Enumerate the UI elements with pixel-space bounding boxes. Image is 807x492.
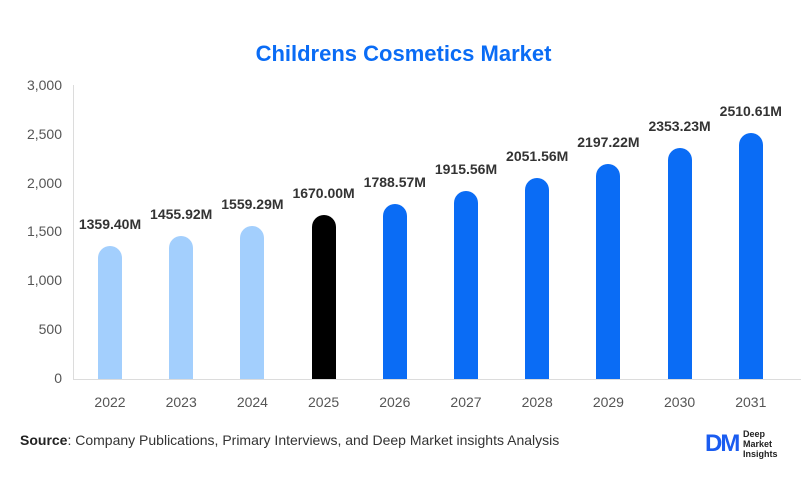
y-tick: 500 (38, 321, 62, 337)
data-label: 1359.40M (78, 215, 142, 232)
data-label: 1455.92M (150, 206, 213, 223)
y-axis-line (73, 85, 74, 379)
bar-2025 (311, 215, 336, 379)
source-text: : Company Publications, Primary Intervie… (67, 432, 560, 448)
x-tick: 2030 (664, 394, 696, 410)
bar-2027 (454, 191, 478, 379)
x-tick: 2026 (379, 394, 411, 410)
logo-line: Deep (743, 429, 766, 439)
y-tick: 2,500 (26, 126, 62, 142)
chart-title: Childrens Cosmetics Market (255, 41, 552, 66)
x-axis-line (73, 379, 801, 380)
x-tick: 2028 (521, 394, 553, 410)
data-label: 1788.57M (363, 173, 426, 190)
x-tick: 2029 (592, 394, 624, 410)
data-label: 1559.29M (221, 196, 284, 213)
logo-line: Insights (743, 449, 778, 459)
source-prefix: Source (20, 432, 68, 448)
source-note: Source: Company Publications, Primary In… (20, 432, 559, 448)
y-tick: 2,000 (26, 175, 62, 191)
bar-2028 (525, 177, 550, 379)
y-tick: 1,000 (26, 272, 62, 288)
data-label: 2197.22M (577, 133, 640, 150)
data-label: 2353.23M (648, 118, 711, 135)
y-tick: 0 (54, 370, 62, 386)
data-label: 2051.56M (506, 147, 569, 164)
bar-2023 (169, 236, 194, 379)
x-tick: 2024 (236, 394, 268, 410)
y-tick: 1,500 (26, 223, 62, 239)
y-tick: 3,000 (26, 77, 62, 93)
bar-2024 (240, 226, 265, 379)
x-tick: 2023 (165, 394, 197, 410)
x-tick: 2022 (94, 394, 126, 410)
data-label: 1915.56M (434, 161, 498, 178)
x-tick: 2031 (735, 394, 767, 410)
data-label: 1670.00M (292, 185, 355, 202)
brand-logo: DM Deep Market Insights (705, 428, 805, 460)
bar-2029 (596, 163, 621, 379)
x-tick: 2025 (308, 394, 340, 410)
bar-2026 (382, 203, 407, 379)
bar-2022 (98, 245, 122, 379)
logo-wordmark: Deep Market Insights (743, 429, 778, 459)
logo-mark: DM (705, 430, 740, 457)
data-label: 2510.61M (719, 102, 782, 119)
x-tick: 2027 (450, 394, 482, 410)
bar-2030 (667, 148, 692, 379)
bar-2031 (738, 132, 763, 379)
logo-line: Market (743, 439, 773, 449)
